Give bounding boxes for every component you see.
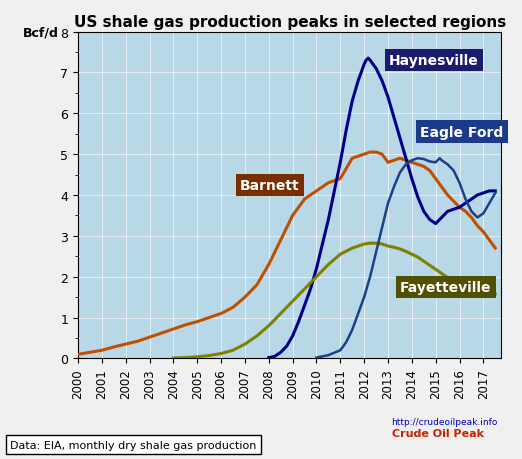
Text: Barnett: Barnett — [240, 179, 300, 192]
Text: Bcf/d: Bcf/d — [23, 26, 59, 39]
Text: Eagle Ford: Eagle Ford — [420, 125, 503, 140]
Title: US shale gas production peaks in selected regions: US shale gas production peaks in selecte… — [74, 15, 506, 30]
Text: Crude Oil Peak: Crude Oil Peak — [392, 428, 483, 438]
Text: http://crudeoilpeak.info: http://crudeoilpeak.info — [392, 417, 498, 426]
Text: Data: EIA, monthly dry shale gas production: Data: EIA, monthly dry shale gas product… — [10, 440, 257, 450]
Text: Fayetteville: Fayetteville — [400, 280, 491, 294]
Text: Haynesville: Haynesville — [389, 54, 479, 68]
